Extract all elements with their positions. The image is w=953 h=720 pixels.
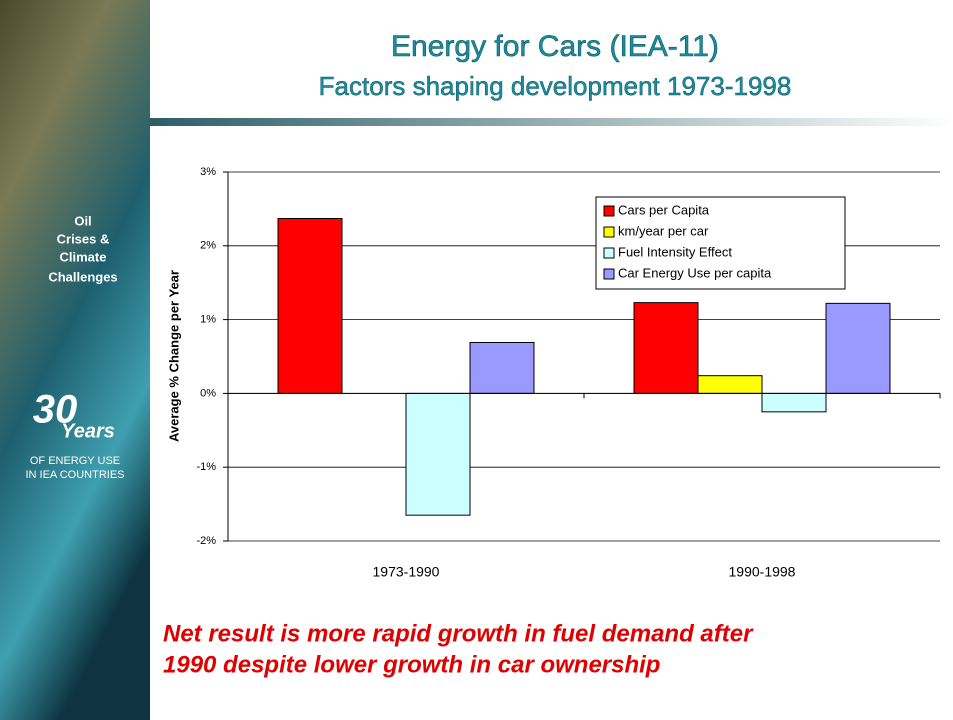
sidebar-theme: Challenges	[48, 269, 117, 284]
bar	[278, 218, 342, 393]
bar	[698, 376, 762, 394]
y-axis-label: Average % Change per Year	[166, 270, 181, 442]
legend-swatch	[604, 248, 614, 258]
y-tick-label: 0%	[200, 387, 216, 399]
bar	[470, 342, 534, 393]
years-word: Years	[61, 420, 115, 442]
title: Energy for Cars (IEA-11)	[391, 30, 719, 63]
x-tick-label: 1973-1990	[373, 564, 440, 580]
sidebar-caption: OF ENERGY USE	[30, 455, 120, 467]
legend-label: Car Energy Use per capita	[618, 265, 772, 280]
y-tick-label: 2%	[200, 240, 216, 252]
y-tick-label: -2%	[196, 535, 216, 547]
legend-swatch	[604, 206, 614, 216]
sidebar	[0, 0, 150, 720]
sidebar-theme: Climate	[60, 249, 107, 264]
subtitle: Factors shaping development 1973-1998	[319, 71, 792, 101]
sidebar-theme: Oil	[74, 213, 91, 228]
legend-label: Fuel Intensity Effect	[618, 244, 732, 259]
footer-note: 1990 despite lower growth in car ownersh…	[163, 651, 660, 678]
footer-note: Net result is more rapid growth in fuel …	[163, 620, 754, 647]
y-tick-label: 1%	[200, 314, 216, 326]
x-tick-label: 1990-1998	[729, 564, 796, 580]
legend-label: km/year per car	[618, 223, 709, 238]
bar	[406, 393, 470, 515]
sidebar-theme: Crises &	[57, 231, 110, 246]
bar	[826, 303, 890, 393]
y-tick-label: 3%	[200, 166, 216, 178]
legend-swatch	[604, 269, 614, 279]
legend-label: Cars per Capita	[618, 202, 710, 217]
slide: Energy for Cars (IEA-11) Factors shaping…	[0, 0, 953, 720]
title-rule	[150, 118, 953, 126]
sidebar-caption: IN IEA COUNTRIES	[25, 469, 124, 481]
bar	[762, 393, 826, 411]
page: Energy for Cars (IEA-11) Factors shaping…	[0, 0, 953, 720]
legend-swatch	[604, 227, 614, 237]
bar	[634, 303, 698, 394]
y-tick-label: -1%	[196, 461, 216, 473]
